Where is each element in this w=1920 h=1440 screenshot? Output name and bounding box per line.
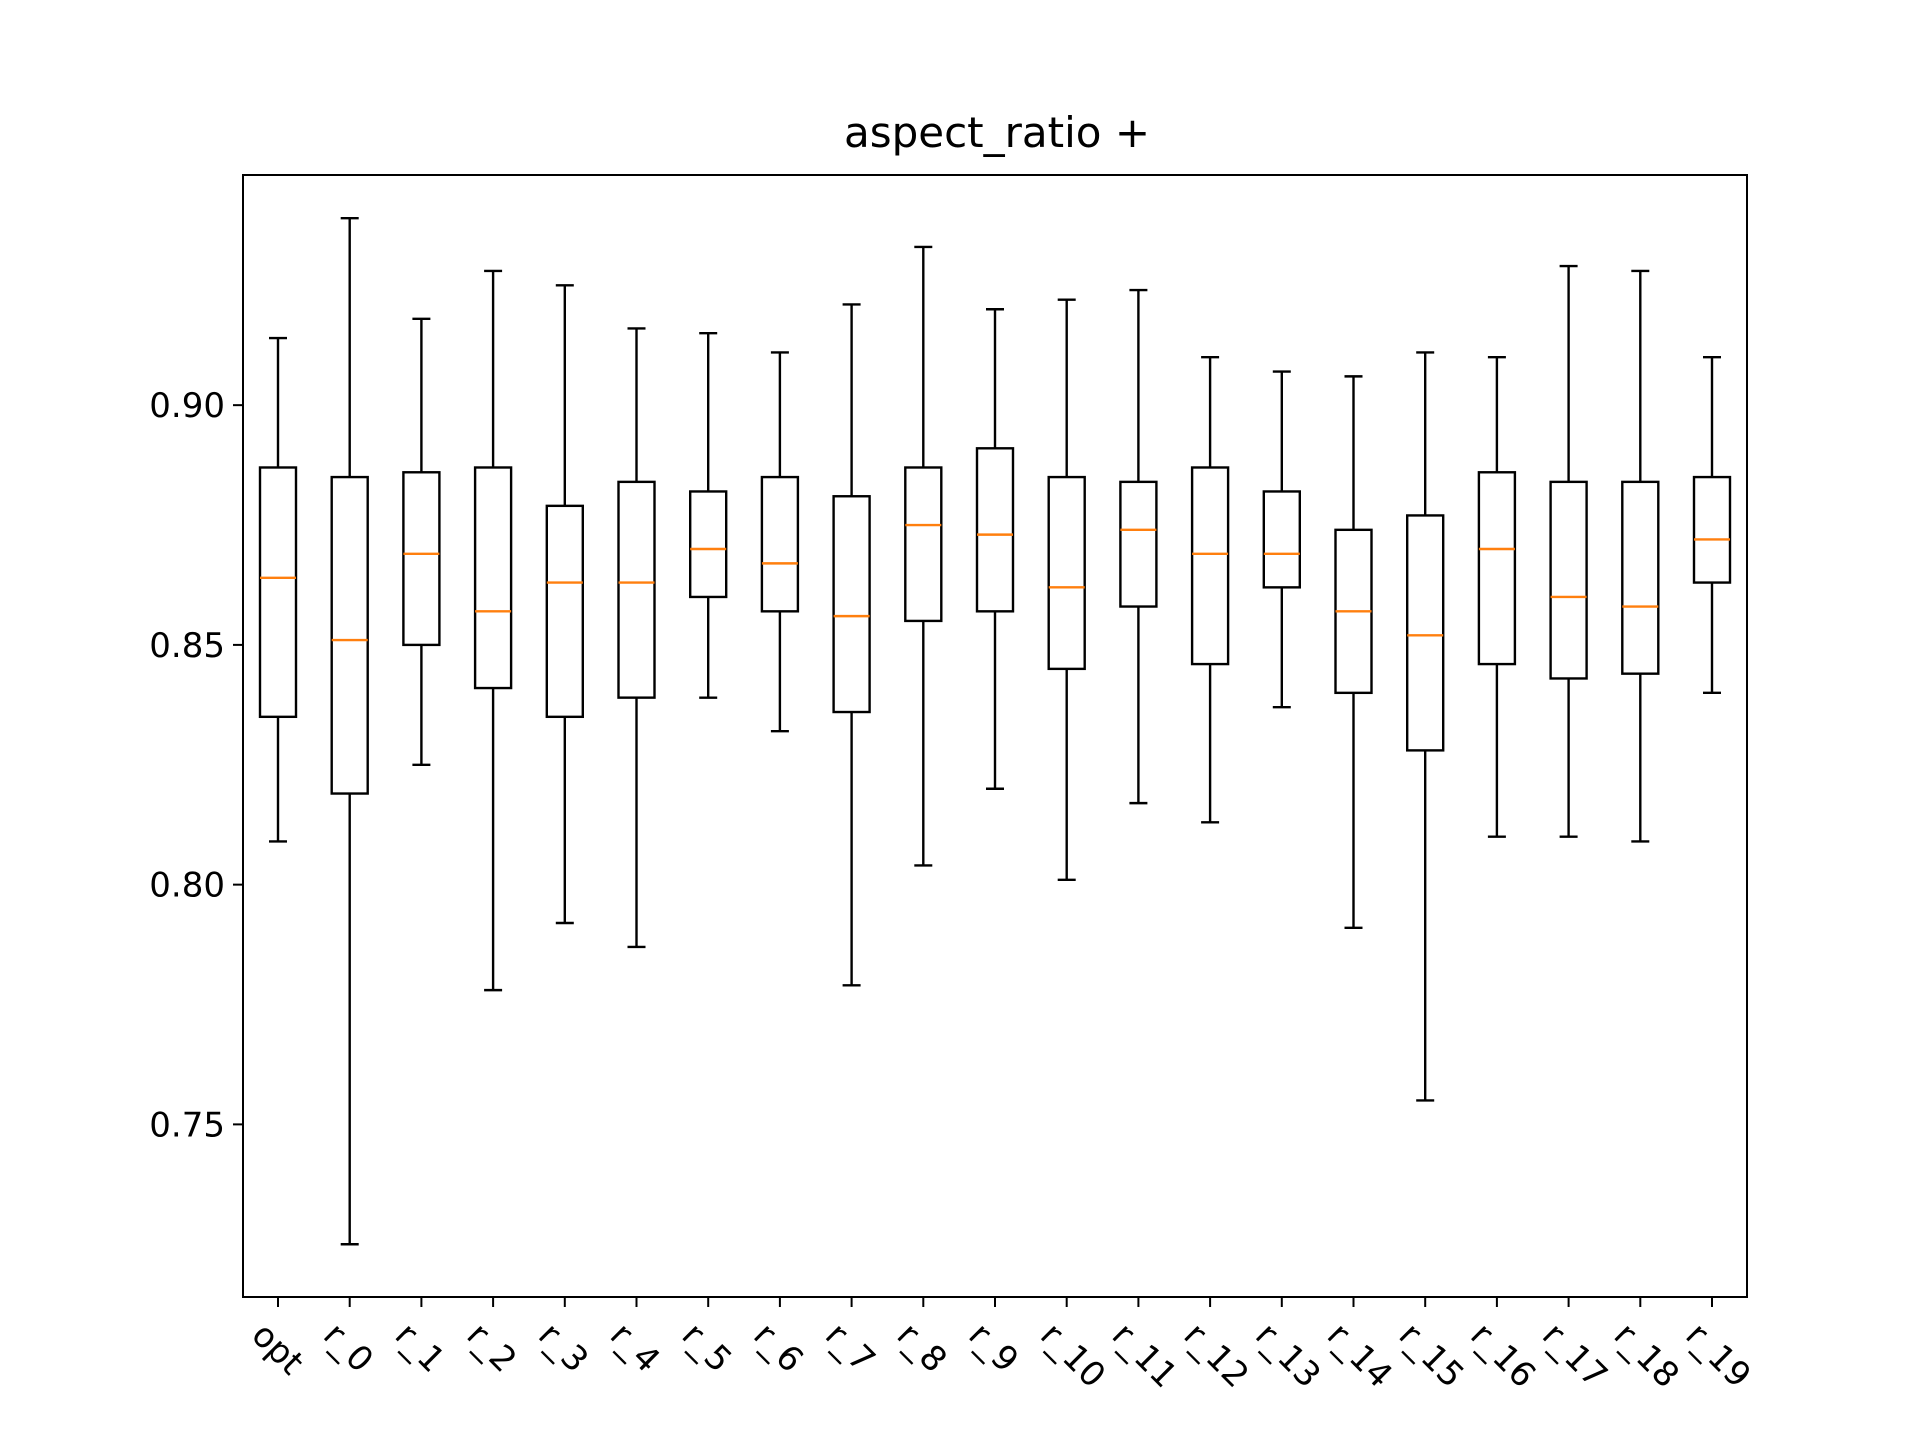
box-r_17 [1549, 480, 1588, 680]
box-r_16 [1477, 471, 1517, 666]
box-r_2 [473, 466, 513, 690]
box-r_1 [402, 471, 441, 647]
box-opt [258, 466, 298, 719]
box-r_13 [1262, 490, 1302, 589]
box-r_18 [1621, 480, 1660, 675]
axes-frame [242, 174, 1748, 1298]
y-tick-label: 0.85 [149, 626, 225, 666]
box-r_6 [760, 475, 800, 613]
chart-title: aspect_ratio + [844, 108, 1150, 157]
box-r_0 [330, 475, 369, 795]
box-r_19 [1692, 475, 1732, 584]
box-r_12 [1190, 466, 1230, 666]
box-r_8 [904, 466, 943, 623]
box-r_9 [975, 447, 1015, 613]
box-r_4 [617, 480, 656, 699]
box-r_11 [1119, 480, 1158, 608]
box-r_5 [689, 490, 728, 599]
box-r_7 [832, 495, 871, 714]
y-tick-label: 0.80 [149, 866, 225, 906]
y-tick-label: 0.90 [149, 386, 225, 426]
box-r_10 [1047, 475, 1086, 671]
y-tick-label: 0.75 [149, 1105, 225, 1145]
box-r_15 [1405, 514, 1445, 752]
box-r_3 [545, 504, 584, 719]
